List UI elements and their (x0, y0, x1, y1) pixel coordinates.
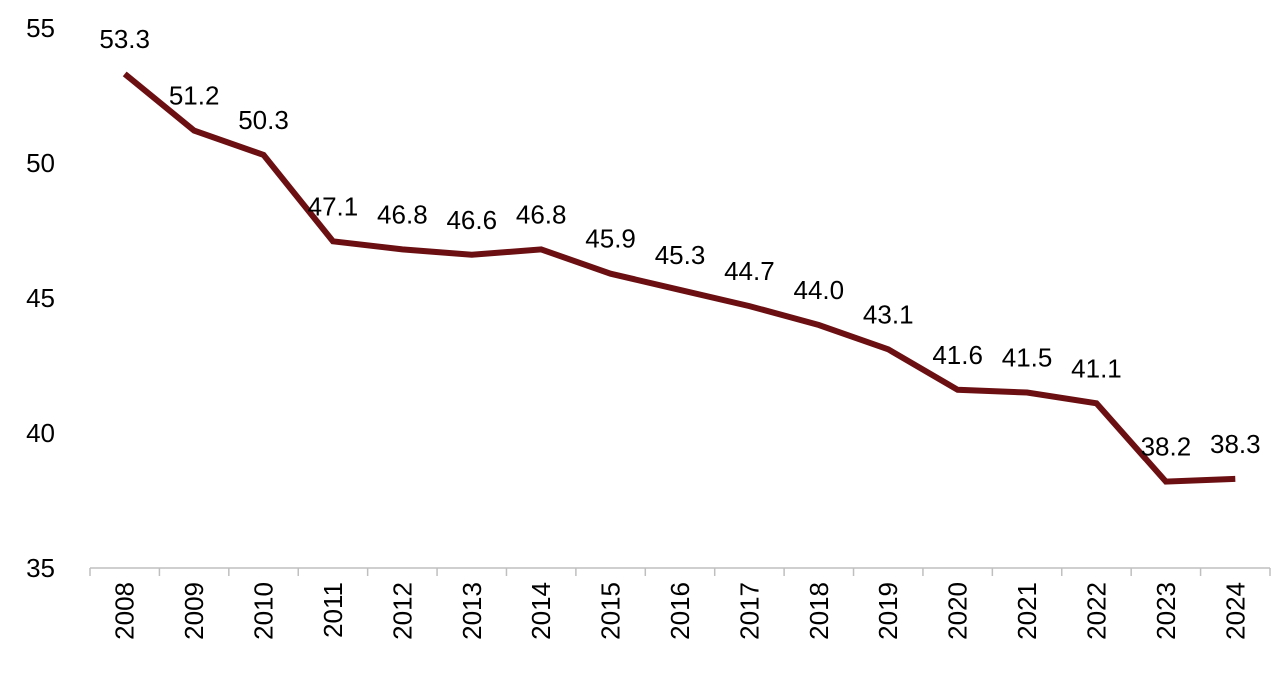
data-label: 46.8 (516, 199, 567, 229)
data-label: 41.5 (1002, 343, 1053, 373)
data-label: 43.1 (863, 299, 914, 329)
y-axis: 35 40 45 50 55 (26, 13, 55, 583)
data-label: 45.9 (585, 224, 636, 254)
data-label: 44.0 (794, 275, 845, 305)
x-tick-label: 2021 (1012, 582, 1042, 640)
x-tick-label: 2015 (596, 582, 626, 640)
x-tick-label: 2019 (873, 582, 903, 640)
y-tick-label: 35 (26, 553, 55, 583)
x-tick-label: 2022 (1081, 582, 1111, 640)
x-tick-label: 2023 (1151, 582, 1181, 640)
y-tick-label: 50 (26, 148, 55, 178)
data-label: 46.8 (377, 199, 428, 229)
data-label: 45.3 (655, 240, 706, 270)
x-tick-label: 2016 (665, 582, 695, 640)
x-tick-label: 2008 (110, 582, 140, 640)
data-label: 53.3 (99, 24, 150, 54)
y-tick-label: 45 (26, 283, 55, 313)
x-axis-tick-labels: 2008 2009 2010 2011 2012 2013 2014 2015 2016 2017… (110, 582, 1251, 640)
series-line (122, 71, 1236, 485)
x-tick-label: 2013 (457, 582, 487, 640)
series-line-group (122, 71, 1236, 485)
x-tick-label: 2012 (387, 582, 417, 640)
y-tick-label: 55 (26, 13, 55, 43)
data-label-group: 53.3 51.2 50.3 47.1 46.8 46.6 46.8 45.9 45.3 44.7… (99, 24, 1260, 462)
x-tick-label: 2020 (943, 582, 973, 640)
data-label: 47.1 (308, 191, 359, 221)
x-tick-label: 2010 (249, 582, 279, 640)
data-label: 41.1 (1071, 353, 1122, 383)
x-tick-label: 2014 (526, 582, 556, 640)
data-label: 51.2 (169, 81, 220, 111)
x-tick-label: 2024 (1220, 582, 1250, 640)
data-label: 50.3 (238, 105, 289, 135)
x-tick-label: 2018 (804, 582, 834, 640)
data-label: 41.6 (932, 340, 983, 370)
data-label: 46.6 (446, 205, 497, 235)
data-label: 38.3 (1210, 429, 1261, 459)
x-tick-label: 2009 (179, 582, 209, 640)
x-axis (89, 567, 1271, 576)
x-tick-label: 2017 (734, 582, 764, 640)
data-label: 38.2 (1141, 432, 1192, 462)
data-label: 44.7 (724, 256, 775, 286)
y-tick-label: 40 (26, 418, 55, 448)
x-tick-label: 2011 (318, 582, 348, 638)
